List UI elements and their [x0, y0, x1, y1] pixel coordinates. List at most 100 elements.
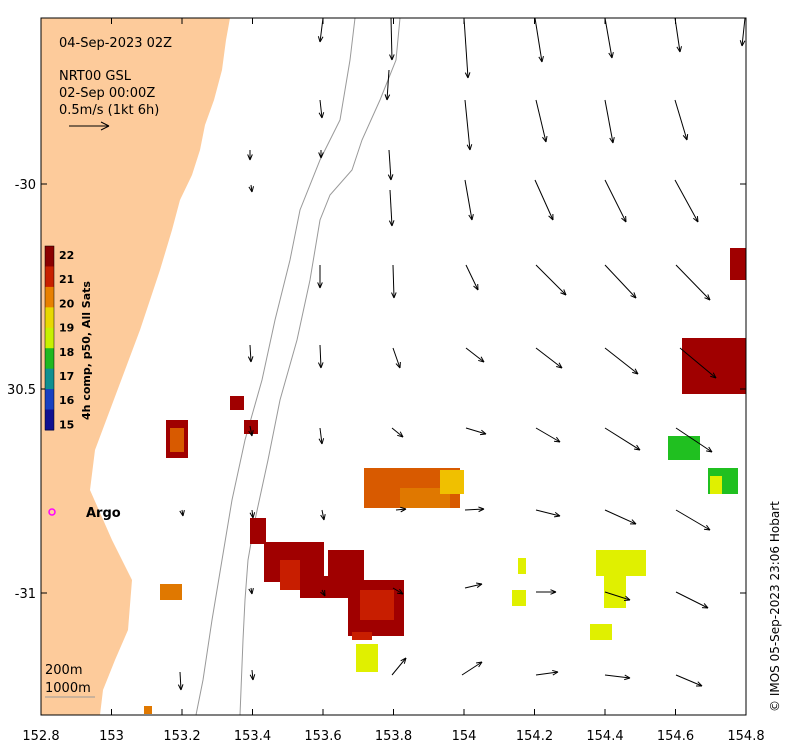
current-arrow: [464, 582, 483, 589]
y-tick-label: 30.5: [7, 383, 36, 398]
current-vectors: [177, 17, 746, 691]
current-arrow: [320, 589, 326, 597]
colorbar-segment: [45, 246, 54, 267]
current-arrow: [318, 150, 324, 159]
colorbar-tick-label: 15: [59, 418, 74, 431]
colorbar: 22 21 20 19 18 17 16 15: [44, 245, 75, 431]
current-arrow: [177, 671, 184, 691]
sst-patch: [668, 436, 700, 460]
product-time: 02-Sep 00:00Z: [59, 86, 155, 101]
bathymetry-contours: [195, 17, 401, 716]
colorbar-segment: [45, 266, 54, 288]
sst-patch: [604, 576, 626, 608]
current-arrow: [247, 150, 253, 161]
colorbar-tick-label: 20: [59, 297, 75, 310]
contour-1000m: [239, 17, 401, 716]
x-axis: 152.8 153 153.2 153.4 153.6 153.8 154 154.2 154.…: [22, 18, 765, 744]
current-arrow: [317, 344, 324, 369]
current-arrow: [391, 427, 404, 438]
y-axis: -30 30.5 -31: [7, 178, 746, 602]
sst-patch: [518, 558, 526, 574]
current-arrow: [465, 264, 479, 291]
current-arrow: [392, 587, 404, 595]
scale-label: 0.5m/s (1kt 6h): [59, 103, 159, 118]
sst-patch: [244, 420, 258, 434]
current-arrow: [317, 265, 323, 289]
current-arrow: [320, 509, 326, 521]
map-date: 04-Sep-2023 02Z: [59, 36, 172, 51]
colorbar-segment: [45, 307, 54, 329]
scale-arrow: [69, 121, 110, 131]
current-arrow: [604, 591, 631, 602]
sst-patch: [682, 338, 746, 394]
current-arrow: [535, 99, 548, 143]
current-arrow: [535, 264, 567, 296]
current-arrow: [465, 347, 485, 363]
argo-float-marker[interactable]: [48, 508, 56, 516]
current-arrow: [249, 669, 256, 681]
current-arrow: [248, 425, 254, 437]
colorbar-segment: [45, 348, 54, 370]
colorbar-tick-label: 21: [59, 273, 74, 286]
current-arrow: [461, 661, 483, 676]
sst-patch: [710, 476, 722, 494]
current-arrow: [392, 347, 401, 369]
current-arrow: [387, 149, 394, 181]
sst-patch: [440, 470, 464, 494]
current-arrow: [675, 674, 703, 687]
current-arrow: [179, 509, 185, 517]
sst-patch: [352, 632, 372, 640]
y-tick-label: -30: [15, 178, 36, 193]
current-arrow: [395, 506, 407, 513]
current-arrow: [534, 179, 554, 221]
sst-patch: [160, 584, 182, 600]
x-tick-label: 153.2: [163, 729, 200, 744]
colorbar-tick-label: 22: [59, 249, 74, 262]
colorbar-tick-label: 16: [59, 394, 75, 407]
colorbar-frame: [44, 245, 55, 431]
x-tick-label: 152.8: [22, 729, 59, 744]
current-arrow: [679, 347, 717, 379]
sst-patch: [250, 518, 266, 544]
sst-patch: [280, 560, 300, 590]
x-tick-label: 154.8: [727, 729, 764, 744]
colorbar-segment: [45, 409, 54, 431]
current-arrow: [535, 427, 561, 443]
sst-patch: [596, 550, 646, 576]
sst-patch: [230, 396, 244, 410]
x-tick-label: 154.2: [516, 729, 553, 744]
current-arrow: [675, 509, 711, 531]
current-arrow: [536, 589, 557, 595]
colorbar-tick-label: 17: [59, 370, 74, 383]
current-arrow: [247, 344, 254, 363]
current-arrow: [464, 179, 474, 221]
current-arrow: [384, 69, 391, 101]
contour-200m: [195, 17, 356, 716]
current-arrow: [535, 669, 559, 676]
sst-patch: [356, 644, 378, 672]
imos-credit: © IMOS 05-Sep-2023 23:06 Hobart: [768, 501, 782, 712]
current-arrow: [463, 17, 471, 79]
current-arrow: [389, 17, 395, 61]
depth-1000m-label: 1000m: [45, 681, 91, 696]
current-arrow: [604, 509, 637, 525]
current-arrow: [604, 347, 639, 375]
x-tick-label: 154.6: [657, 729, 694, 744]
colorbar-label: 4h comp, p50, All Sats: [80, 281, 93, 420]
current-arrow: [391, 657, 407, 676]
current-arrow: [248, 587, 254, 595]
current-arrow: [535, 509, 561, 518]
colorbar-tick-label: 18: [59, 346, 74, 359]
current-arrow: [739, 17, 746, 47]
argo-label: Argo: [86, 506, 121, 521]
current-arrow: [604, 427, 641, 451]
sst-patch: [730, 248, 746, 280]
x-tick-label: 153.6: [304, 729, 341, 744]
sst-patch: [144, 706, 152, 714]
current-arrow: [534, 17, 544, 63]
colorbar-segment: [45, 368, 54, 390]
x-tick-label: 154.4: [586, 729, 623, 744]
current-arrow: [391, 264, 397, 299]
sst-patch: [360, 590, 394, 620]
